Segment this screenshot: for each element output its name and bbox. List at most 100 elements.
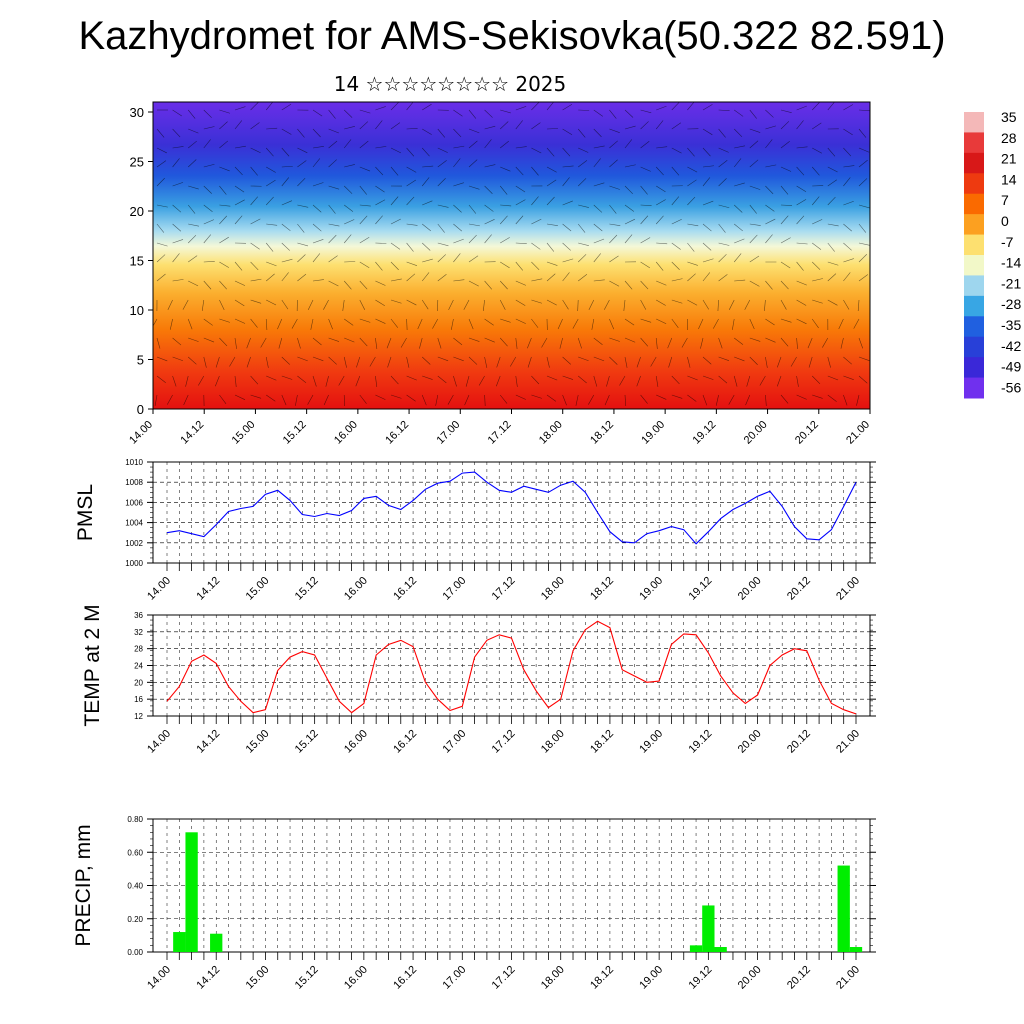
wind-stroke bbox=[406, 261, 418, 266]
wind-stroke bbox=[562, 258, 574, 263]
wind-stroke bbox=[796, 318, 807, 325]
wind-stroke bbox=[172, 146, 184, 149]
wind-stroke bbox=[172, 356, 184, 362]
wind-stroke bbox=[687, 356, 691, 368]
wind-stroke bbox=[624, 109, 634, 118]
wind-stroke bbox=[562, 223, 572, 232]
wind-stroke bbox=[250, 299, 262, 304]
wind-stroke bbox=[297, 254, 306, 263]
wind-stroke bbox=[655, 120, 664, 130]
wind-stroke bbox=[187, 159, 197, 168]
colorbar-swatch bbox=[964, 295, 984, 317]
precip-xtick-label: 15.00 bbox=[244, 964, 272, 992]
wind-stroke bbox=[234, 215, 243, 225]
wind-stroke bbox=[562, 165, 574, 168]
wind-stroke bbox=[609, 204, 617, 214]
wind-stroke bbox=[266, 261, 277, 267]
colorbar-label: -42 bbox=[1001, 338, 1021, 354]
wind-stroke bbox=[843, 165, 855, 168]
precip-bar bbox=[185, 832, 198, 952]
wind-stroke bbox=[344, 204, 354, 212]
wind-stroke bbox=[344, 126, 355, 130]
wind-stroke bbox=[297, 356, 308, 362]
wind-stroke bbox=[640, 280, 649, 290]
precip-bar bbox=[849, 947, 863, 952]
wind-stroke bbox=[266, 394, 276, 402]
wind-stroke bbox=[749, 255, 760, 263]
wind-stroke bbox=[827, 147, 836, 157]
wind-stroke bbox=[546, 166, 557, 173]
wind-stroke bbox=[406, 196, 415, 206]
wind-stroke bbox=[406, 318, 408, 331]
wind-stroke bbox=[281, 223, 291, 232]
wind-stroke bbox=[281, 394, 287, 406]
colorbar-swatch bbox=[964, 132, 984, 154]
wind-stroke bbox=[780, 318, 792, 323]
heatmap-xtick-label: 20.00 bbox=[742, 419, 770, 447]
wind-stroke bbox=[203, 318, 213, 326]
wind-stroke bbox=[546, 299, 557, 306]
wind-stroke bbox=[328, 255, 338, 263]
wind-stroke bbox=[671, 196, 680, 206]
wind-stroke bbox=[624, 356, 628, 368]
wind-stroke bbox=[640, 215, 649, 225]
wind-stroke bbox=[593, 109, 603, 117]
wind-stroke bbox=[702, 165, 714, 168]
wind-stroke bbox=[780, 299, 787, 310]
wind-stroke bbox=[390, 218, 401, 225]
wind-stroke bbox=[281, 258, 293, 263]
heatmap-xtick-label: 15.12 bbox=[281, 419, 309, 447]
wind-stroke bbox=[843, 177, 851, 187]
temp-xtick-label: 19.12 bbox=[687, 728, 715, 756]
wind-stroke bbox=[749, 204, 757, 214]
precip-xtick-label: 17.00 bbox=[440, 964, 468, 992]
precip-xtick-label: 15.12 bbox=[293, 964, 321, 992]
wind-stroke bbox=[312, 337, 322, 346]
wind-stroke bbox=[468, 223, 480, 227]
colorbar-label: -35 bbox=[1001, 317, 1021, 333]
wind-stroke bbox=[203, 280, 212, 290]
wind-stroke bbox=[328, 223, 340, 227]
pmsl-xtick-label: 20.12 bbox=[785, 575, 813, 603]
heatmap-ytick-label: 5 bbox=[137, 353, 144, 368]
wind-stroke bbox=[219, 109, 230, 114]
wind-stroke bbox=[406, 273, 416, 282]
wind-stroke bbox=[749, 223, 761, 226]
wind-stroke bbox=[188, 140, 197, 149]
wind-stroke bbox=[843, 272, 851, 282]
wind-stroke bbox=[500, 109, 511, 114]
wind-stroke bbox=[421, 299, 429, 310]
wind-stroke bbox=[312, 239, 324, 244]
wind-stroke bbox=[203, 337, 215, 343]
wind-stroke bbox=[375, 106, 386, 111]
wind-stroke bbox=[702, 200, 714, 206]
wind-stroke bbox=[687, 166, 698, 173]
temp-ytick-label: 20 bbox=[134, 678, 143, 687]
wind-stroke bbox=[765, 139, 773, 149]
wind-stroke bbox=[734, 145, 746, 149]
wind-stroke bbox=[156, 204, 168, 208]
wind-stroke bbox=[500, 261, 510, 269]
precip-bar bbox=[702, 905, 715, 952]
wind-stroke bbox=[655, 215, 664, 225]
wind-stroke bbox=[777, 356, 782, 368]
wind-stroke bbox=[765, 318, 775, 326]
wind-stroke bbox=[624, 337, 636, 343]
pmsl-xtick-label: 18.12 bbox=[588, 575, 616, 603]
wind-stroke bbox=[484, 280, 493, 290]
temp-xtick-label: 21.00 bbox=[834, 728, 862, 756]
wind-stroke bbox=[656, 280, 667, 286]
wind-stroke bbox=[265, 147, 274, 157]
wind-stroke bbox=[453, 145, 465, 149]
wind-stroke bbox=[718, 254, 727, 263]
precip-bar bbox=[689, 945, 703, 952]
wind-stroke bbox=[827, 375, 839, 381]
wind-stroke bbox=[406, 166, 417, 173]
wind-stroke bbox=[468, 128, 480, 134]
wind-stroke bbox=[667, 337, 673, 349]
wind-stroke bbox=[172, 158, 180, 168]
wind-stroke bbox=[624, 234, 633, 244]
wind-stroke bbox=[531, 147, 542, 154]
heatmap-xtick-label: 17.12 bbox=[486, 419, 514, 447]
wind-stroke bbox=[623, 299, 626, 311]
